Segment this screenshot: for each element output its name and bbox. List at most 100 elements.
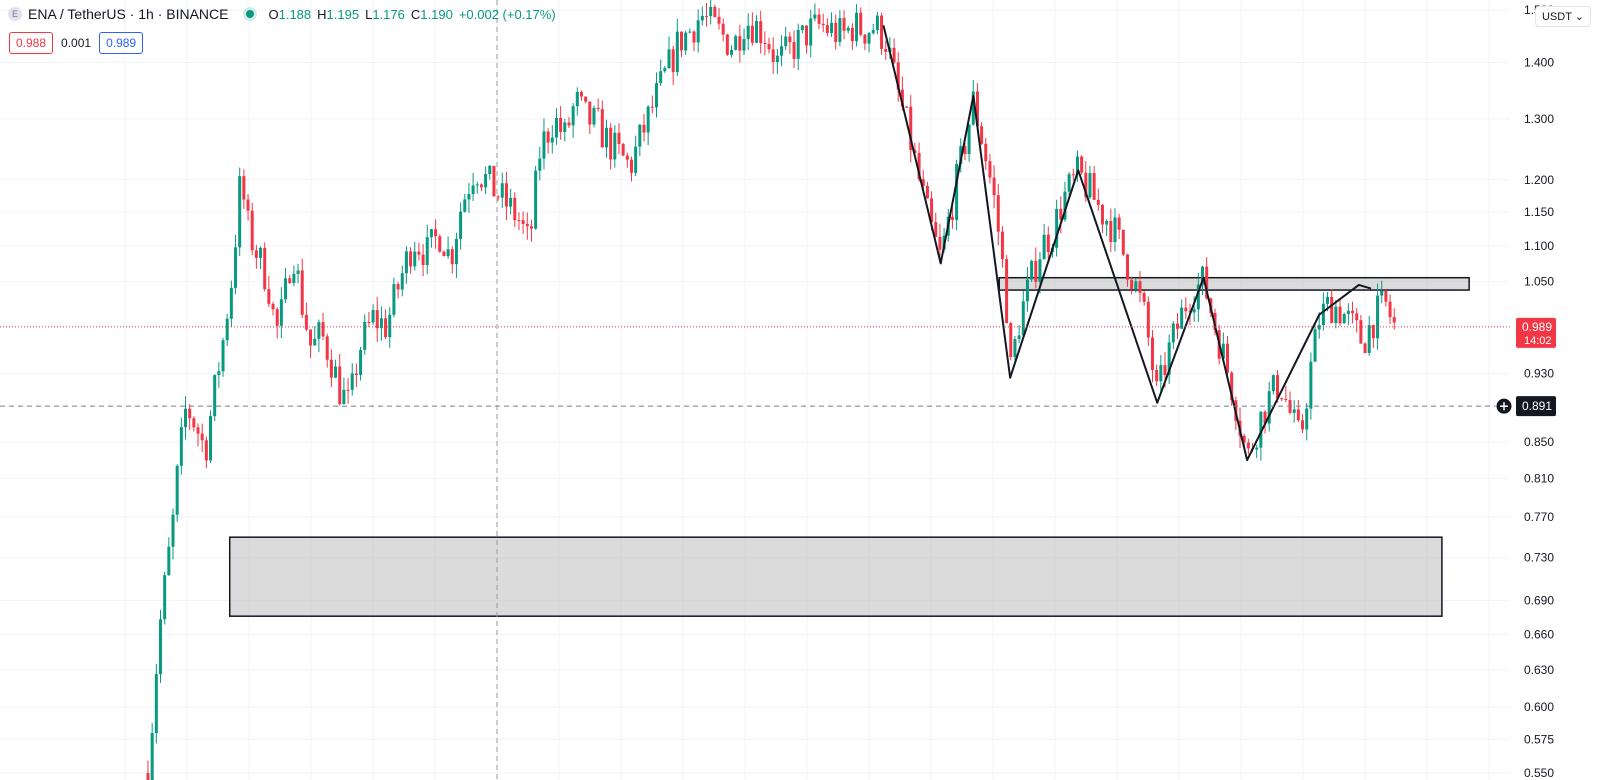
ohlc-change: +0.002 (+0.17%) [458, 6, 556, 22]
candle-body [1201, 266, 1205, 285]
price-axis[interactable]: 1.5001.4001.3001.2001.1501.1001.0500.930… [1495, 3, 1556, 780]
candle-body [1113, 217, 1117, 243]
candle-body [1246, 442, 1250, 449]
candle-body [1384, 290, 1388, 302]
y-tick-label: 1.400 [1524, 56, 1554, 70]
candle-body [263, 247, 267, 290]
candle-body [384, 318, 388, 338]
candle-body [1184, 307, 1188, 312]
crosshair-price-label: 0.891 [1522, 399, 1552, 413]
candles-layer [146, 0, 1396, 780]
candle-body [571, 106, 575, 126]
candle-body [688, 31, 692, 33]
candle-body [1309, 361, 1313, 409]
buy-price-button[interactable]: 0.989 [99, 32, 144, 54]
candle-body [738, 36, 742, 51]
candle-body [217, 371, 221, 376]
candle-body [1096, 199, 1100, 205]
demand-zone [228, 536, 1443, 617]
candle-body [875, 15, 879, 31]
candle-body [334, 366, 338, 378]
candle-body [638, 124, 642, 147]
candle-body [317, 322, 321, 339]
candle-body [755, 21, 759, 43]
candle-body [696, 20, 700, 43]
candle-body [1392, 317, 1396, 323]
candle-body [171, 514, 175, 547]
candle-body [646, 106, 650, 133]
candle-body [246, 199, 250, 211]
candle-body [705, 16, 709, 18]
candle-body [1155, 369, 1159, 382]
candle-body [1330, 296, 1334, 324]
candle-body [709, 6, 713, 17]
candle-body [559, 117, 563, 133]
candle-body [871, 30, 875, 34]
candle-body [1075, 156, 1079, 175]
y-tick-label: 1.150 [1524, 205, 1554, 219]
candle-body [146, 773, 150, 780]
ohlc-high: H1.195 [317, 6, 360, 22]
candle-body [1005, 259, 1009, 324]
candle-body [179, 427, 183, 466]
candle-body [425, 237, 429, 265]
currency-button[interactable]: USDT ⌄ [1534, 6, 1591, 27]
candle-body [1167, 342, 1171, 375]
candle-body [479, 184, 483, 188]
candle-body [892, 47, 896, 63]
candle-body [1221, 343, 1225, 359]
symbol-icon[interactable]: E [8, 7, 22, 21]
candle-body [1030, 260, 1034, 280]
candle-body [780, 46, 784, 56]
candle-body [359, 349, 363, 376]
candle-body [1284, 398, 1288, 400]
candle-body [984, 143, 988, 162]
y-tick-label: 0.600 [1524, 700, 1554, 714]
candle-body [1142, 292, 1146, 302]
candle-body [925, 185, 929, 199]
candle-body [488, 165, 492, 175]
candle-body [771, 49, 775, 62]
candle-body [1276, 375, 1280, 399]
candle-body [204, 440, 208, 461]
candle-body [1059, 208, 1063, 220]
candle-body [354, 373, 358, 376]
candle-body [542, 131, 546, 159]
candle-body [717, 16, 721, 24]
candle-body [734, 36, 738, 50]
chart-header: E ENA / TetherUS · 1h · BINANCE O1.188 H… [8, 6, 556, 22]
candle-body [692, 31, 696, 43]
candle-body [1226, 343, 1230, 373]
candle-body [538, 158, 542, 171]
candle-body [867, 33, 871, 44]
candle-body [267, 289, 271, 304]
candle-body [775, 55, 779, 62]
candle-body [517, 220, 521, 222]
candle-body [363, 321, 367, 350]
candle-body [150, 733, 154, 780]
candle-body [471, 185, 475, 195]
y-tick-label: 0.690 [1524, 594, 1554, 608]
sell-price-button[interactable]: 0.988 [9, 32, 54, 54]
candle-body [175, 465, 179, 515]
candle-body [346, 389, 350, 391]
candle-body [1296, 409, 1300, 421]
candle-body [667, 49, 671, 69]
candle-body [763, 42, 767, 45]
candle-body [963, 146, 967, 155]
candle-body [955, 163, 959, 220]
candle-body [846, 27, 850, 31]
zones-layer [228, 276, 1470, 617]
candle-body [1355, 313, 1359, 321]
chart-title[interactable]: ENA / TetherUS · 1h · BINANCE [28, 6, 229, 22]
y-tick-label: 0.575 [1524, 732, 1554, 746]
candle-body [1363, 343, 1367, 354]
candle-body [1388, 301, 1392, 318]
candle-body [454, 238, 458, 265]
price-countdown-label: 14:02 [1524, 335, 1552, 347]
candle-body [238, 176, 242, 248]
candle-body [1025, 279, 1029, 302]
candle-body [1338, 306, 1342, 324]
candle-body [500, 183, 504, 198]
